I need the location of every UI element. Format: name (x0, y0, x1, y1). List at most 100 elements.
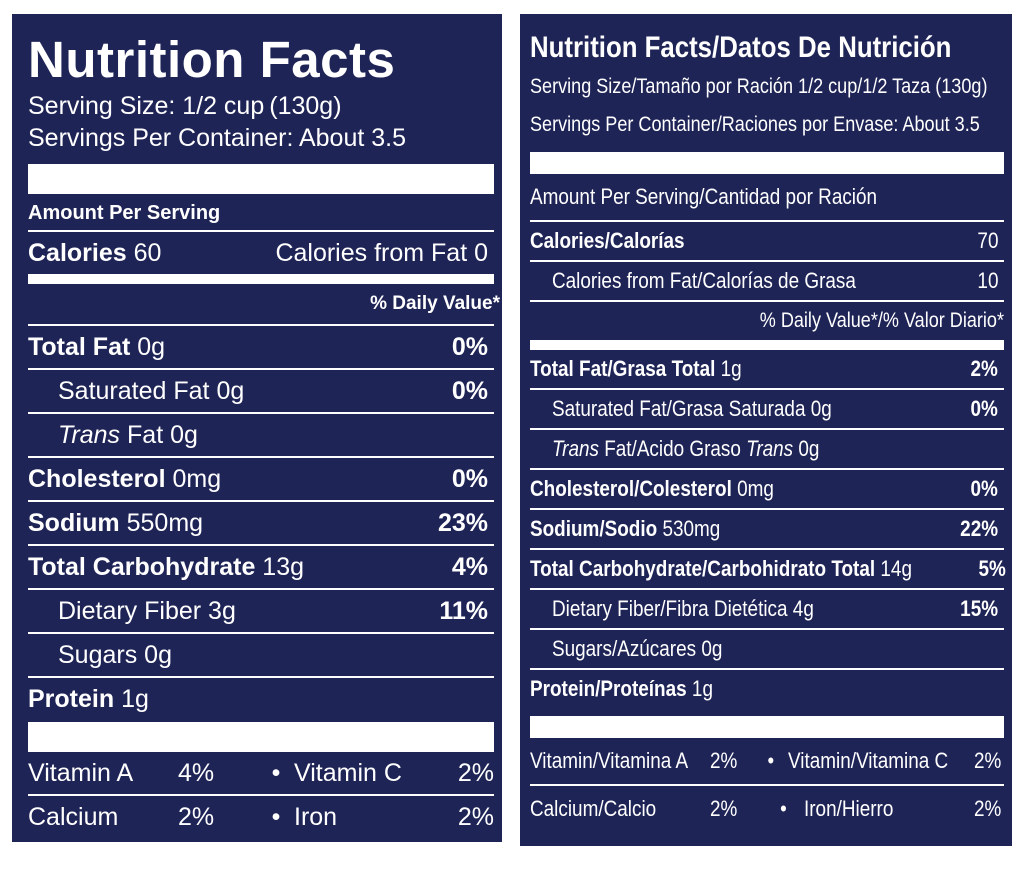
daily-value-percent: 11% (439, 596, 488, 625)
daily-value-percent: 0% (970, 396, 998, 421)
nutrient-row: Dietary Fiber 3g 11% (28, 588, 494, 632)
nutrient-amount: 0g (701, 636, 723, 661)
nutrient-label: Trans Fat/Acido Graso Trans 0g (552, 436, 819, 462)
nutrient-name-part: Trans (746, 436, 794, 461)
vitamin-percent: 2% (178, 802, 215, 831)
nutrient-name-part: 0g (793, 436, 820, 461)
daily-value-percent: 0% (970, 476, 998, 501)
nutrient-label: Saturated Fat 0g (58, 377, 244, 406)
nutrient-row: Total Carbohydrate 13g 4% (28, 544, 494, 588)
vitamin-percent: 2% (710, 748, 738, 773)
nutrient-row: Total Fat/Grasa Total 1g 2% (530, 348, 1004, 388)
nutrient-rows: Total Fat/Grasa Total 1g 2% Saturated Fat/… (530, 348, 1012, 708)
nutrient-amount: 530mg (662, 516, 721, 541)
amount-per-serving: Amount Per Serving/Cantidad por Ración (530, 184, 878, 209)
nutrient-amount: 550mg (126, 508, 204, 537)
nutrient-label: Total Fat/Grasa Total 1g (530, 356, 742, 382)
nutrient-label: Sugars/Azúcares 0g (552, 636, 722, 662)
vitamin-name: Vitamin/Vitamina A (530, 748, 689, 773)
vitamin-row: Vitamin A 4% • Vitamin C 2% (28, 752, 494, 794)
vitamin-percent: 2% (457, 802, 494, 831)
label-title: Nutrition Facts/Datos De Nutrición (530, 31, 952, 64)
daily-value-percent: 0% (451, 376, 488, 405)
nutrient-name-rest: Fat (127, 420, 164, 449)
nutrient-row: Trans Fat/Acido Graso Trans 0g (530, 428, 1004, 468)
nutrient-label: Cholesterol 0mg (28, 465, 221, 494)
nutrient-name: Sodium (28, 508, 120, 537)
nutrient-name: Total Carbohydrate (28, 552, 256, 581)
nutrient-row: Sugars 0g (28, 632, 494, 676)
vitamin-name: Vitamin/Vitamina C (787, 748, 948, 773)
nutrient-name: Total Fat (28, 332, 131, 361)
nutrient-amount: 13g (262, 552, 305, 581)
nutrient-amount: 1g (720, 356, 742, 381)
thick-divider (28, 722, 494, 752)
vitamin-percent: 2% (974, 748, 1002, 773)
serving-size: Serving Size/Tamaño por Ración 1/2 cup/1… (530, 75, 988, 98)
vitamin-name: Iron (294, 802, 338, 831)
daily-value-percent: 0% (451, 464, 488, 493)
nutrient-amount: 0g (216, 376, 245, 405)
nutrient-amount: 1g (121, 684, 149, 713)
nutrient-amount: 14g (880, 556, 912, 581)
vitamin-row: Calcium 2% • Iron 2% (28, 794, 494, 838)
thick-divider (28, 164, 494, 194)
vitamin-name: Vitamin C (294, 758, 402, 787)
nutrient-name: Dietary Fiber (58, 596, 202, 625)
nutrient-amount: 0g (144, 640, 172, 669)
nutrient-label: Saturated Fat/Grasa Saturada 0g (552, 396, 832, 422)
label-title: Nutrition Facts (28, 31, 396, 88)
vitamin-rows: Vitamin A 4% • Vitamin C 2% Calcium 2% • Iron 2% (28, 752, 502, 838)
bullet: • (767, 748, 775, 773)
nutrient-name: Sodium/Sodio (530, 516, 658, 541)
nutrient-row: Saturated Fat 0g 0% (28, 368, 494, 412)
daily-value-percent: 0% (451, 332, 488, 361)
vitamin-name: Vitamin A (28, 758, 134, 787)
vitamin-name: Calcium/Calcio (530, 796, 657, 821)
nutrient-name: Dietary Fiber/Fibra Dietética (552, 596, 788, 621)
nutrient-row: Protein/Proteínas 1g (530, 668, 1004, 708)
daily-value-percent: 5% (978, 556, 1006, 581)
medium-divider (530, 340, 1004, 348)
vitamin-percent: 2% (710, 796, 738, 821)
nutrient-name: Cholesterol (28, 464, 166, 493)
nutrient-name-part: Fat/Acido Graso (598, 436, 747, 461)
nutrient-label: Total Carbohydrate/Carbohidrato Total 14… (530, 556, 912, 582)
nutrient-row: Sugars/Azúcares 0g (530, 628, 1004, 668)
nutrient-row: Dietary Fiber/Fibra Dietética 4g 15% (530, 588, 1004, 628)
nutrient-label: Total Carbohydrate 13g (28, 553, 304, 582)
nutrient-label: Total Fat 0g (28, 333, 165, 362)
nutrient-name: Total Fat/Grasa Total (530, 356, 716, 381)
nutrient-row: Cholesterol 0mg 0% (28, 456, 494, 500)
nutrient-amount: 4g (792, 596, 814, 621)
daily-value-percent: 23% (437, 508, 488, 537)
daily-value-percent: 22% (960, 516, 998, 541)
nutrient-amount: 0g (810, 396, 832, 421)
nutrition-label-bilingual: Nutrition Facts/Datos De Nutrición Servi… (520, 14, 1012, 846)
nutrient-name: Total Carbohydrate/Carbohidrato Total (530, 556, 876, 581)
calories-from-fat: Calories from Fat 0 (275, 238, 488, 267)
thick-divider (530, 716, 1004, 738)
nutrient-name: Protein (28, 684, 115, 713)
nutrient-label: Protein 1g (28, 685, 149, 714)
nutrient-name: Cholesterol/Colesterol (530, 476, 732, 501)
nutrient-row: Protein 1g (28, 676, 494, 720)
nutrient-name-part: Trans (552, 436, 599, 461)
serving-size: Serving Size: 1/2 cup (130g) (28, 92, 342, 120)
nutrient-row: Total Fat 0g 0% (28, 324, 494, 368)
nutrient-label: Sugars 0g (58, 641, 172, 670)
servings-per-container: Servings Per Container/Raciones por Enva… (530, 113, 980, 136)
nutrient-row: Trans Fat 0g (28, 412, 494, 456)
nutrient-name: Saturated Fat/Grasa Saturada (552, 396, 806, 421)
thick-divider (530, 152, 1004, 174)
nutrient-amount: 3g (208, 596, 236, 625)
daily-value-percent: 2% (970, 356, 998, 381)
daily-value-header: % Daily Value*/% Valor Diario* (530, 300, 1004, 340)
nutrient-row: Sodium 550mg 23% (28, 500, 494, 544)
nutrient-row: Cholesterol/Colesterol 0mg 0% (530, 468, 1004, 508)
nutrient-row: Sodium/Sodio 530mg 22% (530, 508, 1004, 548)
bullet: • (271, 758, 281, 787)
medium-divider (28, 274, 494, 284)
nutrient-amount: 0mg (737, 476, 774, 501)
nutrient-name: Trans (58, 420, 121, 449)
